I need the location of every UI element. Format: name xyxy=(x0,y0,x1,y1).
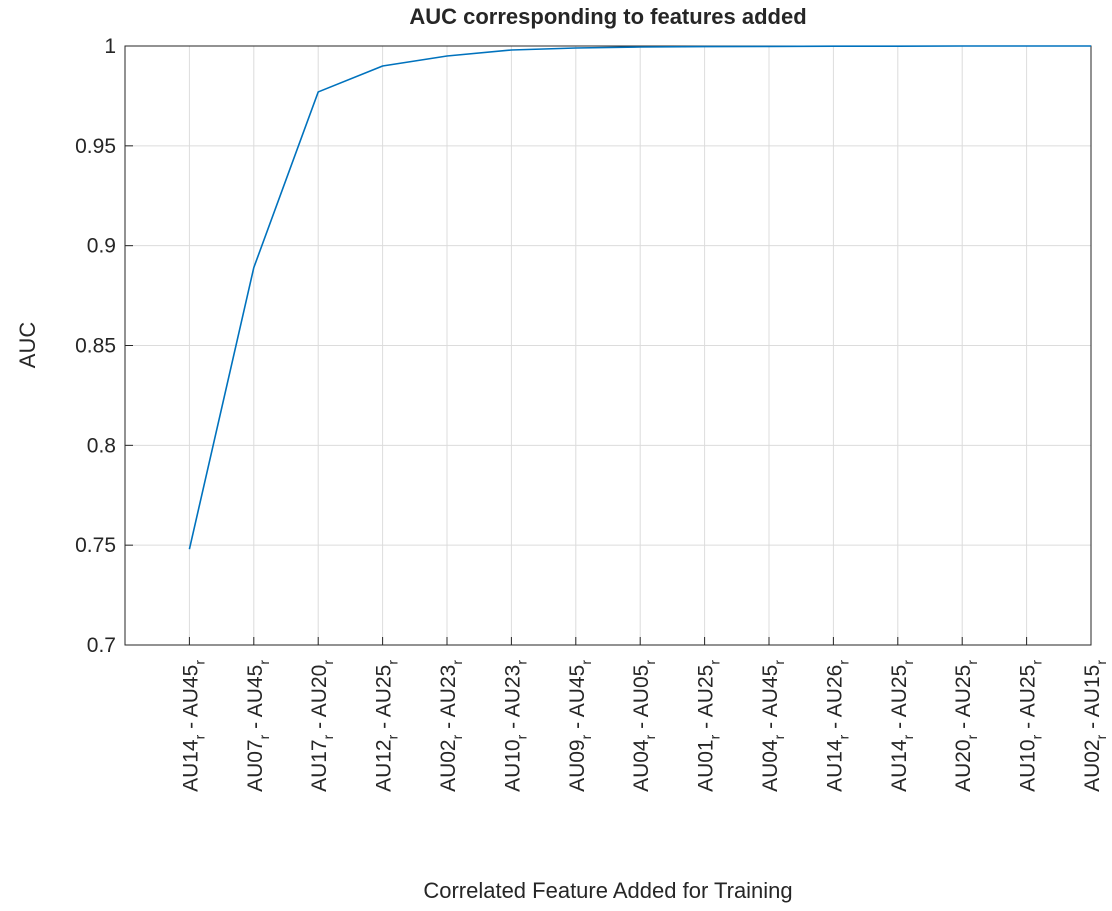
y-tick-label: 1 xyxy=(104,35,116,58)
x-tick-label: AU10r​ - AU25r​ xyxy=(1017,660,1045,792)
y-tick-label: 0.9 xyxy=(87,235,116,258)
x-tick-label: AU12r​ - AU25r​ xyxy=(373,660,401,792)
x-tick-label: AU17r​ - AU20r​ xyxy=(308,660,336,792)
x-tick-label: AU20r​ - AU25r​ xyxy=(952,660,980,792)
x-tick-label: AU14r​ - AU25r​ xyxy=(888,660,916,792)
x-tick-label: AU09r​ - AU45r​ xyxy=(566,660,594,792)
plot-frame xyxy=(124,45,1092,646)
x-tick-label: AU10r​ - AU23r​ xyxy=(501,660,529,792)
x-tick-label: AU02r​ - AU15r​ xyxy=(1081,660,1109,792)
x-tick-label: AU04r​ - AU05r​ xyxy=(630,660,658,792)
y-tick-label: 0.8 xyxy=(87,434,116,457)
line xyxy=(188,45,1091,550)
y-tick-label: 0.95 xyxy=(75,135,116,158)
y-axis-label: AUC xyxy=(15,322,40,369)
x-tick-label: AU01r​ - AU25r​ xyxy=(695,660,723,792)
y-tick-label: 0.7 xyxy=(87,634,116,657)
y-tick-label: 0.85 xyxy=(75,335,116,358)
chart-title: AUC corresponding to features added xyxy=(409,4,806,29)
x-tick-label: AU07r​ - AU45r​ xyxy=(244,660,272,792)
y-tick-label: 0.75 xyxy=(75,534,116,557)
x-axis-label: Correlated Feature Added for Training xyxy=(423,878,792,903)
x-tick-label: AU14r​ - AU45r​ xyxy=(179,660,207,792)
x-tick-label: AU04r​ - AU45r​ xyxy=(759,660,787,792)
x-tick-label: AU02r​ - AU23r​ xyxy=(437,660,465,792)
x-tick-label: AU14r​ - AU26r​ xyxy=(823,660,851,792)
